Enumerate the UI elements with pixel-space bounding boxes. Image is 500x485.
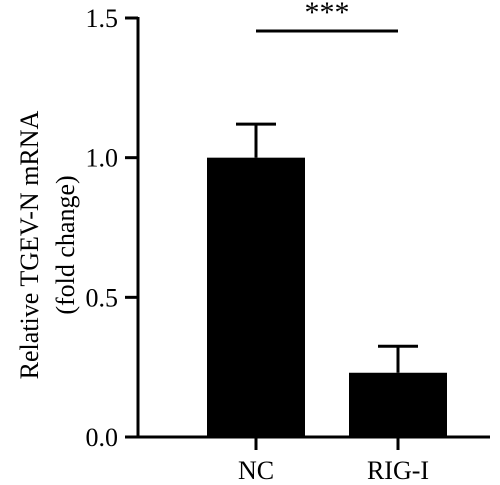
y-tick-label: 0.0	[86, 423, 119, 452]
y-tick-label: 1.0	[86, 144, 119, 173]
significance-label: ***	[305, 0, 350, 29]
y-tick-label: 0.5	[86, 283, 119, 312]
y-axis-title: Relative TGEV-N mRNA (fold change)	[15, 110, 80, 379]
x-category-label: NC	[238, 456, 274, 485]
bar-rig-i	[349, 372, 447, 437]
y-axis-label-line-1: Relative TGEV-N mRNA	[15, 110, 44, 379]
x-category-label: RIG-I	[367, 456, 429, 485]
bar-nc	[207, 157, 305, 437]
plot-area: 0.0 0.5 1.0 1.5 NC RIG-I ***	[86, 0, 490, 485]
y-tick-label: 1.5	[86, 4, 119, 33]
y-axis-label-line-2: (fold change)	[51, 175, 80, 314]
